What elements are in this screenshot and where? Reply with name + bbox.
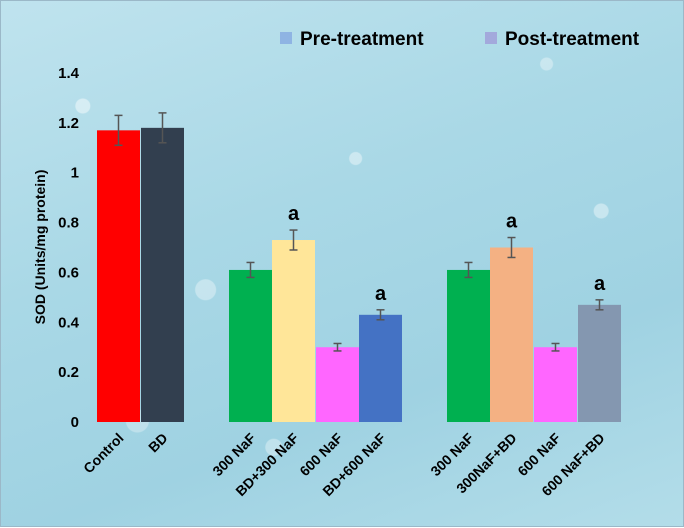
bar xyxy=(97,130,140,423)
bar xyxy=(316,347,359,422)
y-tick-label: 1 xyxy=(71,165,79,182)
bar xyxy=(359,314,402,422)
bar xyxy=(578,304,621,422)
x-tick-label: Control xyxy=(80,430,127,477)
error-bar xyxy=(376,309,385,321)
legend-label-2: Post-treatment xyxy=(505,29,640,50)
y-tick-label: 1.2 xyxy=(58,115,79,132)
bar xyxy=(534,347,577,422)
significance-label: a xyxy=(375,283,387,305)
error-bar xyxy=(158,112,167,144)
y-axis-label: SOD (Units/mg protein) xyxy=(32,170,48,325)
bars xyxy=(97,127,621,423)
error-bar xyxy=(114,114,123,147)
y-axis-ticks: 0 0.2 0.4 0.6 0.8 1 1.2 1.4 xyxy=(58,65,80,431)
bar xyxy=(447,269,490,422)
legend: Pre-treatment Post-treatment xyxy=(280,29,640,50)
error-bar xyxy=(595,299,604,311)
y-tick-label: 0.8 xyxy=(58,215,79,232)
error-bar xyxy=(507,236,516,259)
y-tick-label: 0.4 xyxy=(58,314,80,331)
error-bars xyxy=(114,112,604,352)
legend-swatch-1 xyxy=(280,32,292,44)
legend-label-1: Pre-treatment xyxy=(300,29,424,50)
error-bar xyxy=(246,261,255,279)
bar xyxy=(229,269,272,422)
y-tick-label: 1.4 xyxy=(58,65,80,82)
error-bar xyxy=(551,342,560,352)
y-tick-label: 0 xyxy=(71,414,79,431)
y-tick-label: 0.2 xyxy=(58,364,79,381)
bar xyxy=(141,127,184,422)
error-bar xyxy=(289,229,298,251)
bar xyxy=(272,240,315,422)
significance-label: a xyxy=(506,211,518,233)
significance-label: a xyxy=(288,203,300,225)
error-bar xyxy=(464,261,473,279)
legend-swatch-2 xyxy=(485,32,497,44)
x-tick-label: BD xyxy=(145,430,171,456)
significance-labels: a a a a xyxy=(288,203,606,305)
bar xyxy=(490,247,533,422)
y-tick-label: 0.6 xyxy=(58,264,79,281)
significance-label: a xyxy=(594,273,606,295)
error-bar xyxy=(333,342,342,352)
